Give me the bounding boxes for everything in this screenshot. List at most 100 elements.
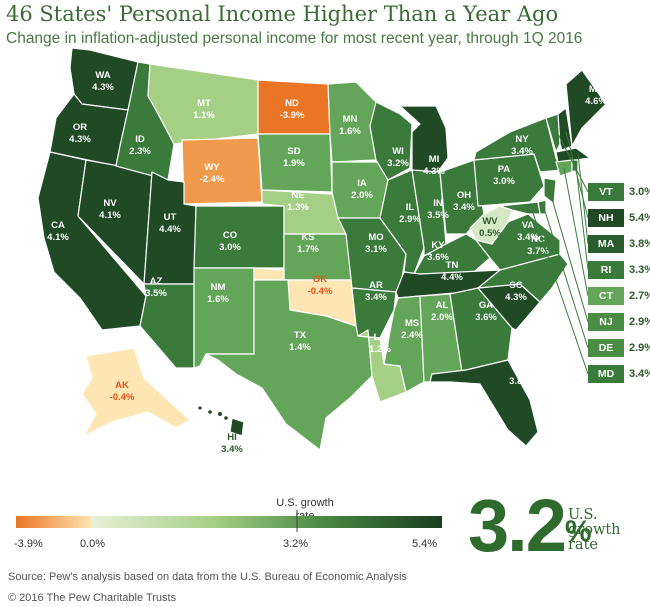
- label-nv: NV: [103, 198, 117, 209]
- label-la: LA: [374, 332, 387, 343]
- ne-box-ct[interactable]: CT: [588, 287, 624, 305]
- us-rate-caption: U.S. growth rate: [568, 508, 621, 553]
- value-nc: 3.7%: [527, 246, 549, 257]
- value-wa: 4.3%: [92, 82, 114, 93]
- state-nh[interactable]: [557, 107, 573, 151]
- ne-box-ma[interactable]: MA: [588, 235, 624, 253]
- value-mn: 1.6%: [339, 126, 361, 137]
- state-nc[interactable]: [477, 253, 569, 303]
- value-me: 4.6%: [585, 96, 607, 107]
- copyright-note: © 2016 The Pew Charitable Trusts: [8, 592, 177, 604]
- ne-value-md: 3.4%: [629, 368, 650, 380]
- ne-value-de: 2.9%: [629, 342, 650, 354]
- ne-value-ma: 3.8%: [629, 238, 650, 250]
- legend-us-label: 3.2%: [283, 538, 309, 550]
- value-ca: 4.1%: [47, 232, 69, 243]
- label-ky: KY: [431, 240, 445, 251]
- ne-value-ct: 2.7%: [629, 290, 650, 302]
- label-ca: CA: [51, 220, 65, 231]
- label-va: VA: [522, 220, 535, 231]
- label-wi: WI: [392, 146, 404, 157]
- us-rate-line3: rate: [568, 537, 598, 553]
- value-ok: -0.4%: [308, 286, 333, 297]
- state-wi[interactable]: [369, 101, 413, 181]
- value-ky: 3.6%: [427, 252, 449, 263]
- label-mo: MO: [368, 232, 383, 243]
- label-ar: AR: [369, 280, 383, 291]
- label-wa: WA: [95, 70, 110, 81]
- value-ut: 4.4%: [159, 224, 181, 235]
- value-ny: 3.4%: [511, 146, 533, 157]
- state-fl[interactable]: [429, 359, 539, 447]
- value-pa: 3.0%: [493, 176, 515, 187]
- state-wy[interactable]: [181, 137, 263, 205]
- value-ak: -0.4%: [110, 392, 135, 403]
- label-in: IN: [433, 198, 443, 209]
- value-ks: 1.7%: [297, 244, 319, 255]
- value-id: 2.3%: [129, 146, 151, 157]
- value-tx: 1.4%: [289, 342, 311, 353]
- label-tn: TN: [446, 260, 459, 271]
- value-wy: -2.4%: [200, 174, 225, 185]
- legend-min-label: -3.9%: [14, 538, 43, 550]
- value-il: 2.9%: [399, 214, 421, 225]
- label-sc: SC: [509, 280, 522, 291]
- state-me[interactable]: [565, 69, 607, 147]
- label-nd: ND: [285, 98, 299, 109]
- ne-box-nj[interactable]: NJ: [588, 313, 624, 331]
- value-tn: 4.4%: [441, 272, 463, 283]
- legend-zero-label: 0.0%: [80, 538, 106, 550]
- value-ga: 3.6%: [475, 312, 497, 323]
- label-co: CO: [223, 230, 237, 241]
- value-co: 3.0%: [219, 242, 241, 253]
- value-mo: 3.1%: [365, 244, 387, 255]
- value-ms: 2.4%: [401, 330, 423, 341]
- us-rate-line2: growth: [568, 522, 621, 538]
- value-sd: 1.9%: [283, 158, 305, 169]
- label-sd: SD: [287, 146, 300, 157]
- label-id: ID: [135, 134, 145, 145]
- source-note: Source: Pew's analysis based on data fro…: [8, 571, 407, 583]
- ne-box-de[interactable]: DE: [588, 339, 624, 357]
- label-ga: GA: [479, 300, 493, 311]
- value-nv: 4.1%: [99, 210, 121, 221]
- ne-box-nh[interactable]: NH: [588, 209, 624, 227]
- ne-box-md[interactable]: MD: [588, 365, 624, 383]
- legend-negative-segment: [16, 516, 92, 528]
- value-nd: -3.9%: [280, 110, 305, 121]
- page-title: 46 States' Personal Income Higher Than a…: [6, 2, 559, 26]
- page-subtitle: Change in inflation-adjusted personal in…: [6, 30, 583, 47]
- value-ne: 1.3%: [287, 202, 309, 213]
- label-az: AZ: [150, 276, 163, 287]
- label-al: AL: [436, 300, 449, 311]
- label-ia: IA: [357, 178, 367, 189]
- value-va: 3.4%: [517, 232, 539, 243]
- label-mn: MN: [343, 114, 358, 125]
- value-in: 3.5%: [427, 210, 449, 221]
- state-md[interactable]: [499, 201, 541, 215]
- legend-title-line1: U.S. growth: [276, 497, 334, 509]
- ne-box-ri[interactable]: RI: [588, 261, 624, 279]
- value-oh: 3.4%: [453, 202, 475, 213]
- ne-connectors: [531, 131, 589, 375]
- legend-bar: [16, 510, 442, 532]
- state-ak[interactable]: [81, 347, 191, 437]
- ne-box-vt[interactable]: VT: [588, 183, 624, 201]
- label-me: ME: [589, 84, 603, 95]
- label-wv: WV: [482, 216, 498, 227]
- value-ia: 2.0%: [351, 190, 373, 201]
- state-co[interactable]: [193, 205, 285, 269]
- label-ak: AK: [115, 380, 129, 391]
- label-ut: UT: [164, 212, 177, 223]
- state-ma[interactable]: [555, 147, 591, 163]
- label-tx: TX: [294, 330, 307, 341]
- value-sc: 4.3%: [505, 292, 527, 303]
- state-labels: WA 4.3% OR 4.3% CA 4.1% NV 4.1% ID 2.3% …: [47, 70, 607, 455]
- us-rate-value: 3.2%: [468, 488, 592, 564]
- state-hi[interactable]: [197, 405, 245, 437]
- ne-value-vt: 3.0%: [629, 186, 650, 198]
- state-tx[interactable]: [205, 279, 373, 451]
- ne-value-nh: 5.4%: [629, 212, 650, 224]
- label-wy: WY: [204, 162, 220, 173]
- value-al: 2.0%: [431, 312, 453, 323]
